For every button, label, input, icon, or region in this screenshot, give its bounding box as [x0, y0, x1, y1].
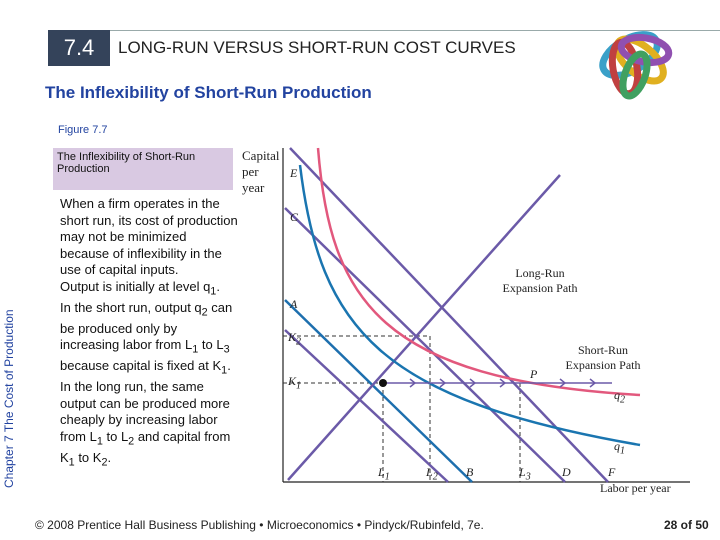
text-run: In the long run, the same output can be …	[60, 379, 230, 444]
label-main: F	[608, 465, 616, 479]
slide-title: LONG-RUN VERSUS SHORT-RUN COST CURVES	[118, 38, 516, 57]
paragraph: In the long run, the same output can be …	[60, 379, 238, 471]
long-run-expansion-path	[287, 174, 561, 481]
text-run: .	[107, 449, 112, 465]
isoquant-q2	[316, 147, 641, 397]
label-subscript: 2	[432, 471, 438, 483]
text-run: In the short run, output q	[60, 299, 202, 315]
label-main: K	[288, 330, 297, 344]
short-run-label: Short-Run Expansion Path	[565, 343, 641, 372]
subscript: 1	[68, 456, 75, 469]
text-run: can be produced only by increasing labor…	[60, 299, 233, 353]
text-run: because capital is fixed at K	[60, 358, 222, 374]
header-rule	[110, 30, 720, 31]
subscript: 1	[96, 435, 103, 448]
label-main: C	[290, 210, 299, 224]
label-main: E	[290, 166, 298, 180]
label-main: L	[378, 465, 385, 479]
x-axis-label: Labor per year	[600, 481, 671, 495]
text-run: .	[227, 358, 231, 374]
subscript: 1	[210, 285, 217, 298]
point-label: C	[290, 210, 298, 225]
point-label: K2	[288, 330, 301, 347]
label-subscript: 1	[620, 445, 625, 457]
rings-decoration	[599, 31, 673, 100]
text-run: When a firm operates in the short run, i…	[60, 196, 238, 277]
label-subscript: 3	[525, 471, 531, 483]
label-main: K	[288, 374, 297, 388]
point-label: D	[562, 465, 571, 480]
isocost-lines	[284, 147, 609, 483]
point-label: F	[608, 465, 615, 480]
footer: © 2008 Prentice Hall Business Publishing…	[35, 518, 484, 532]
subscript: 3	[223, 343, 230, 356]
point-label: K1	[288, 374, 301, 391]
point-label: E	[290, 166, 297, 181]
label-subscript: 1	[384, 471, 390, 483]
subtitle: The Inflexibility of Short-Run Productio…	[45, 83, 372, 102]
label-subscript: 2	[620, 394, 625, 406]
point-label: q1	[614, 439, 625, 456]
text-run: to L	[198, 337, 224, 353]
point-label: P	[530, 367, 537, 382]
side-label: Chapter 7 The Cost of Production	[2, 309, 16, 488]
subscript: 1	[221, 364, 228, 377]
paragraph: Output is initially at level q1.	[60, 279, 238, 300]
point-label: L2	[426, 465, 438, 482]
y-axis-label: Capital per year	[242, 148, 280, 195]
label-main: D	[562, 465, 571, 479]
axes	[282, 148, 690, 483]
point	[379, 379, 387, 387]
subscript: 1	[192, 343, 199, 356]
point-label: L3	[519, 465, 531, 482]
figure-label: Figure 7.7	[58, 124, 108, 136]
label-main: B	[466, 465, 474, 479]
point-label: L1	[378, 465, 390, 482]
label-main: P	[530, 367, 538, 381]
isoquant-q1	[298, 164, 641, 447]
subscript: 2	[128, 435, 135, 448]
body-text: When a firm operates in the short run, i…	[60, 196, 238, 471]
point-label: q2	[614, 388, 625, 405]
text-run: and capital from K	[60, 428, 231, 465]
label-subscript: 2	[296, 336, 302, 348]
label-main: L	[519, 465, 526, 479]
text-run: .	[216, 278, 220, 294]
point-label: B	[466, 465, 473, 480]
text-run: Output is initially at level q	[60, 278, 211, 294]
text-run: to K	[74, 449, 102, 465]
point-label: A	[290, 297, 297, 312]
text-run: to L	[102, 428, 129, 444]
label-main: A	[290, 297, 298, 311]
paragraph: When a firm operates in the short run, i…	[60, 196, 238, 279]
paragraph: In the short run, output q2 can be produ…	[60, 300, 238, 380]
label-main: q	[614, 439, 620, 453]
short-run-expansion-path	[383, 378, 612, 388]
label-main: q	[614, 388, 620, 402]
page-number: 28 of 50	[664, 518, 709, 532]
figure-caption: The Inflexibility of Short-Run Productio…	[53, 148, 233, 190]
subscript: 2	[201, 306, 208, 319]
long-run-label: Long-Run Expansion Path	[502, 266, 578, 295]
label-subscript: 1	[296, 380, 302, 392]
section-number: 7.4	[48, 30, 110, 66]
subscript: 2	[101, 456, 108, 469]
label-main: L	[426, 465, 433, 479]
dashed-guides	[283, 335, 521, 482]
